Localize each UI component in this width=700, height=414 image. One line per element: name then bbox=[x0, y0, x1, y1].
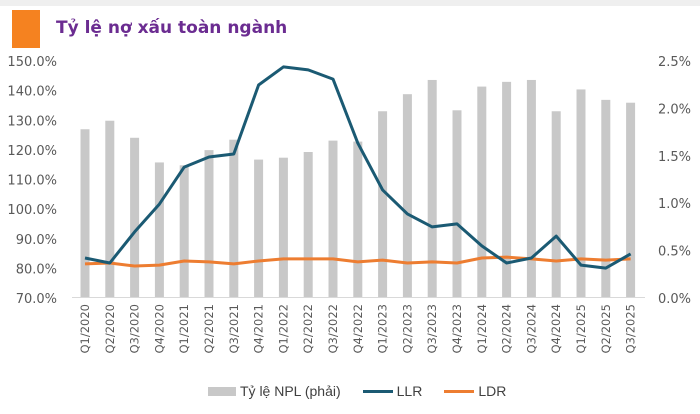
x-tick-label: Q4/2024 bbox=[549, 304, 563, 354]
npl-bar-Q3/2024 bbox=[526, 79, 536, 299]
npl-bar-Q1/2021 bbox=[179, 165, 189, 298]
npl-bar-Q2/2023 bbox=[402, 94, 412, 299]
npl-bar-Q1/2020 bbox=[80, 129, 90, 298]
npl-bar-Q2/2021 bbox=[204, 150, 214, 298]
npl-bar-Q4/2021 bbox=[254, 159, 264, 298]
npl-bar-Q1/2022 bbox=[278, 157, 288, 298]
legend: Tỷ lệ NPL (phải) LLR LDR bbox=[208, 383, 522, 399]
left-axis-ticks: 70.0% 80.0% 90.0% 100.0% 110.0% 120.0% 130.0% 1… bbox=[7, 55, 57, 307]
chart-title: Tỷ lệ nợ xấu toàn ngành bbox=[56, 18, 288, 38]
npl-bar-Q4/2020 bbox=[154, 162, 164, 298]
legend-swatch-npl bbox=[208, 386, 236, 396]
legend-item-ldr: LDR bbox=[444, 383, 506, 399]
x-tick-label: Q1/2020 bbox=[78, 304, 92, 354]
x-tick-label: Q3/2024 bbox=[524, 304, 538, 354]
x-tick-label: Q3/2025 bbox=[624, 304, 638, 354]
x-tick-label: Q3/2021 bbox=[227, 304, 241, 354]
chart: 70.0% 80.0% 90.0% 100.0% 110.0% 120.0% 130.0% 1… bbox=[7, 55, 691, 354]
npl-bar-Q3/2021 bbox=[229, 139, 239, 298]
legend-label-ldr: LDR bbox=[478, 383, 507, 399]
left-tick-label: 120.0% bbox=[7, 144, 57, 159]
x-tick-label: Q2/2025 bbox=[599, 304, 613, 354]
x-tick-label: Q1/2022 bbox=[276, 304, 290, 354]
npl-bar-Q3/2025 bbox=[626, 102, 636, 298]
legend-label-npl: Tỷ lệ NPL (phải) bbox=[240, 383, 341, 399]
x-tick-label: Q4/2020 bbox=[152, 304, 166, 354]
right-tick-label: 0.5% bbox=[658, 245, 691, 260]
npl-bar-Q2/2022 bbox=[303, 152, 313, 298]
npl-bar-Q1/2023 bbox=[378, 111, 388, 298]
x-tick-label: Q2/2023 bbox=[400, 304, 414, 354]
npl-bar-Q4/2024 bbox=[551, 111, 561, 298]
lines bbox=[84, 65, 632, 270]
x-tick-label: Q2/2022 bbox=[301, 304, 315, 354]
x-tick-label: Q3/2022 bbox=[326, 304, 340, 354]
npl-bar-Q2/2024 bbox=[502, 81, 512, 298]
right-axis-ticks: 0.0% 0.5% 1.0% 1.5% 2.0% 2.5% bbox=[658, 55, 691, 307]
x-tick-label: Q1/2023 bbox=[376, 304, 390, 354]
npl-bars bbox=[80, 79, 636, 299]
x-tick-label: Q3/2020 bbox=[128, 304, 142, 354]
npl-bar-Q3/2023 bbox=[427, 79, 437, 299]
left-tick-label: 70.0% bbox=[16, 292, 57, 307]
legend-label-llr: LLR bbox=[396, 383, 423, 399]
left-tick-label: 130.0% bbox=[7, 114, 57, 129]
legend-item-npl: Tỷ lệ NPL (phải) bbox=[208, 383, 341, 399]
legend-swatch-ldr bbox=[444, 389, 475, 393]
right-tick-label: 0.0% bbox=[658, 292, 691, 307]
right-tick-label: 1.0% bbox=[658, 197, 691, 212]
x-tick-label: Q1/2025 bbox=[574, 304, 588, 354]
x-tick-label: Q1/2021 bbox=[177, 304, 191, 354]
x-tick-label: Q4/2023 bbox=[450, 304, 464, 354]
right-tick-label: 2.5% bbox=[658, 55, 691, 70]
x-tick-label: Q2/2024 bbox=[500, 304, 514, 354]
npl-bar-Q1/2024 bbox=[477, 86, 487, 298]
npl-bar-Q3/2022 bbox=[328, 140, 338, 298]
right-tick-label: 2.0% bbox=[658, 102, 691, 117]
left-tick-label: 150.0% bbox=[7, 55, 57, 70]
left-tick-label: 110.0% bbox=[7, 174, 57, 189]
left-tick-label: 100.0% bbox=[7, 203, 57, 218]
npl-bar-Q2/2025 bbox=[601, 99, 611, 298]
title-marker bbox=[12, 10, 40, 48]
left-tick-label: 90.0% bbox=[16, 233, 57, 248]
top-band bbox=[0, 0, 700, 6]
npl-bar-Q3/2020 bbox=[130, 137, 140, 298]
x-axis-ticks: Q1/2020 Q2/2020 Q3/2020 Q4/2020 Q1/2021 Q2/20… bbox=[78, 304, 638, 354]
x-tick-label: Q3/2023 bbox=[425, 304, 439, 354]
npl-bar-Q2/2020 bbox=[105, 120, 115, 298]
x-tick-label: Q4/2022 bbox=[351, 304, 365, 354]
x-tick-label: Q2/2020 bbox=[103, 304, 117, 354]
left-tick-label: 140.0% bbox=[7, 85, 57, 100]
right-tick-label: 1.5% bbox=[658, 150, 691, 165]
npl-bar-Q4/2022 bbox=[353, 141, 363, 298]
legend-swatch-llr bbox=[362, 389, 393, 393]
legend-item-llr: LLR bbox=[362, 383, 423, 399]
x-tick-label: Q2/2021 bbox=[202, 304, 216, 354]
x-tick-label: Q1/2024 bbox=[475, 304, 489, 354]
npl-bar-Q1/2025 bbox=[576, 89, 586, 298]
x-tick-label: Q4/2021 bbox=[252, 304, 266, 354]
left-tick-label: 80.0% bbox=[16, 262, 57, 277]
npl-bar-Q4/2023 bbox=[452, 110, 462, 299]
